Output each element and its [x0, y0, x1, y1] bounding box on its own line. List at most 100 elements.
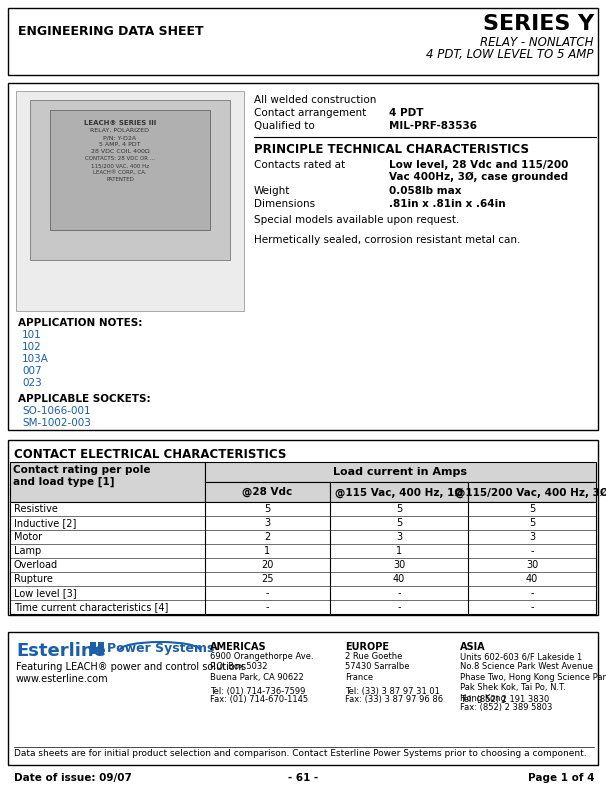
Text: Tel: (33) 3 87 97 31 01: Tel: (33) 3 87 97 31 01	[345, 687, 440, 696]
Text: SERIES Y: SERIES Y	[483, 14, 594, 34]
Text: 28 VDC COIL 400Ω: 28 VDC COIL 400Ω	[91, 149, 149, 154]
Text: Resistive: Resistive	[14, 504, 58, 514]
Bar	[468, 482, 596, 502]
Text: Tel: (01) 714-736-7599: Tel: (01) 714-736-7599	[210, 687, 305, 696]
Text: RELAY, POLARIZED: RELAY, POLARIZED	[90, 128, 150, 133]
Text: -: -	[398, 588, 401, 598]
Text: Special models available upon request.: Special models available upon request.	[254, 215, 459, 225]
Text: EUROPE: EUROPE	[345, 642, 389, 652]
Text: 5: 5	[396, 518, 402, 528]
Text: CONTACT ELECTRICAL CHARACTERISTICS: CONTACT ELECTRICAL CHARACTERISTICS	[14, 448, 287, 461]
Text: Rupture: Rupture	[14, 574, 53, 584]
Text: Fax: (852) 2 389 5803: Fax: (852) 2 389 5803	[460, 703, 553, 712]
Text: Overload: Overload	[14, 560, 58, 570]
Text: 1: 1	[396, 546, 402, 556]
Text: -: -	[530, 546, 534, 556]
Text: 1: 1	[264, 546, 270, 556]
Text: LEACH® SERIES III: LEACH® SERIES III	[84, 120, 156, 126]
Text: 4 PDT: 4 PDT	[389, 108, 424, 118]
Bar	[90, 642, 96, 654]
Text: Fax: (01) 714-670-1145: Fax: (01) 714-670-1145	[210, 695, 308, 704]
Text: P/N: Y-D2A: P/N: Y-D2A	[104, 135, 136, 140]
Bar	[330, 482, 468, 502]
Text: LEACH® CORP., CA.: LEACH® CORP., CA.	[93, 170, 147, 175]
Text: 3: 3	[529, 532, 535, 542]
Text: AMERICAS: AMERICAS	[210, 642, 267, 652]
Text: 5: 5	[264, 504, 270, 514]
Text: All welded construction: All welded construction	[254, 95, 376, 105]
Text: Qualified to: Qualified to	[254, 121, 315, 131]
Text: 103A: 103A	[22, 354, 49, 364]
Text: Date of issue: 09/07: Date of issue: 09/07	[14, 773, 132, 783]
Text: Fax: (33) 3 87 97 96 86: Fax: (33) 3 87 97 96 86	[345, 695, 443, 704]
Text: Data sheets are for initial product selection and comparison. Contact Esterline : Data sheets are for initial product sele…	[14, 749, 587, 758]
Text: @115 Vac, 400 Hz, 1Ø: @115 Vac, 400 Hz, 1Ø	[335, 487, 463, 498]
Text: 5: 5	[529, 504, 535, 514]
Text: PRINCIPLE TECHNICAL CHARACTERISTICS: PRINCIPLE TECHNICAL CHARACTERISTICS	[254, 143, 529, 156]
Bar	[205, 462, 596, 482]
Bar	[98, 642, 104, 654]
Text: Vac 400Hz, 3Ø, case grounded: Vac 400Hz, 3Ø, case grounded	[389, 172, 568, 182]
Text: SO-1066-001: SO-1066-001	[22, 406, 91, 416]
Text: 0.058lb max: 0.058lb max	[389, 186, 462, 196]
Text: -: -	[265, 588, 268, 598]
Text: 20: 20	[261, 560, 273, 570]
Text: APPLICABLE SOCKETS:: APPLICABLE SOCKETS:	[18, 394, 151, 404]
Text: www.esterline.com: www.esterline.com	[16, 674, 108, 684]
Text: 30: 30	[393, 560, 405, 570]
Text: @115/200 Vac, 400 Hz, 3Ø: @115/200 Vac, 400 Hz, 3Ø	[455, 487, 606, 498]
Text: Time current characteristics [4]: Time current characteristics [4]	[14, 602, 168, 612]
Text: .81in x .81in x .64in: .81in x .81in x .64in	[389, 199, 505, 209]
Bar	[8, 632, 598, 765]
Bar	[10, 462, 205, 502]
Text: 007: 007	[22, 366, 42, 376]
Text: 2: 2	[264, 532, 270, 542]
Text: 023: 023	[22, 378, 42, 388]
Bar	[10, 502, 596, 614]
Text: -: -	[398, 602, 401, 612]
Text: Load current in Amps: Load current in Amps	[333, 467, 467, 477]
Text: MIL-PRF-83536: MIL-PRF-83536	[389, 121, 477, 131]
Text: Low level, 28 Vdc and 115/200: Low level, 28 Vdc and 115/200	[389, 160, 568, 170]
Text: ENGINEERING DATA SHEET: ENGINEERING DATA SHEET	[18, 25, 204, 38]
Text: Contact rating per pole
and load type [1]: Contact rating per pole and load type [1…	[13, 465, 150, 487]
Text: Dimensions: Dimensions	[254, 199, 315, 209]
Text: RELAY - NONLATCH: RELAY - NONLATCH	[481, 36, 594, 49]
Text: PATENTED: PATENTED	[106, 177, 134, 182]
Text: 3: 3	[264, 518, 270, 528]
Text: 101: 101	[22, 330, 42, 340]
Bar	[8, 8, 598, 75]
Text: -: -	[530, 602, 534, 612]
Bar	[50, 110, 210, 230]
Text: APPLICATION NOTES:: APPLICATION NOTES:	[18, 318, 142, 328]
Text: Hermetically sealed, corrosion resistant metal can.: Hermetically sealed, corrosion resistant…	[254, 235, 521, 245]
Text: 3: 3	[396, 532, 402, 542]
Text: 102: 102	[22, 342, 42, 352]
Text: 5 AMP, 4 PDT: 5 AMP, 4 PDT	[99, 142, 141, 147]
Text: Page 1 of 4: Page 1 of 4	[527, 773, 594, 783]
Text: ASIA: ASIA	[460, 642, 485, 652]
Text: Esterline: Esterline	[16, 642, 106, 660]
Text: Featuring LEACH® power and control solutions: Featuring LEACH® power and control solut…	[16, 662, 246, 672]
Bar	[8, 83, 598, 430]
Text: 2 Rue Goethe
57430 Sarralbe
France: 2 Rue Goethe 57430 Sarralbe France	[345, 652, 410, 682]
Text: 30: 30	[526, 560, 538, 570]
Text: Units 602-603 6/F Lakeside 1
No.8 Science Park West Avenue
Phase Two, Hong Kong : Units 602-603 6/F Lakeside 1 No.8 Scienc…	[460, 652, 606, 702]
Text: Motor: Motor	[14, 532, 42, 542]
Text: Power Systems: Power Systems	[107, 642, 215, 655]
Text: -: -	[265, 602, 268, 612]
Bar	[8, 440, 598, 615]
Bar	[205, 482, 330, 502]
Text: Contact arrangement: Contact arrangement	[254, 108, 366, 118]
Text: @28 Vdc: @28 Vdc	[242, 487, 292, 498]
Text: 4 PDT, LOW LEVEL TO 5 AMP: 4 PDT, LOW LEVEL TO 5 AMP	[427, 48, 594, 61]
Text: 6900 Orangethorpe Ave.
P.O. Box 5032
Buena Park, CA 90622: 6900 Orangethorpe Ave. P.O. Box 5032 Bue…	[210, 652, 314, 682]
Text: 25: 25	[261, 574, 273, 584]
Text: - 61 -: - 61 -	[288, 773, 318, 783]
Text: CONTACTS: 28 VDC OR ...: CONTACTS: 28 VDC OR ...	[85, 156, 155, 161]
Text: -: -	[530, 588, 534, 598]
Text: Contacts rated at: Contacts rated at	[254, 160, 345, 170]
Text: Low level [3]: Low level [3]	[14, 588, 76, 598]
Text: Weight: Weight	[254, 186, 290, 196]
Text: 40: 40	[393, 574, 405, 584]
